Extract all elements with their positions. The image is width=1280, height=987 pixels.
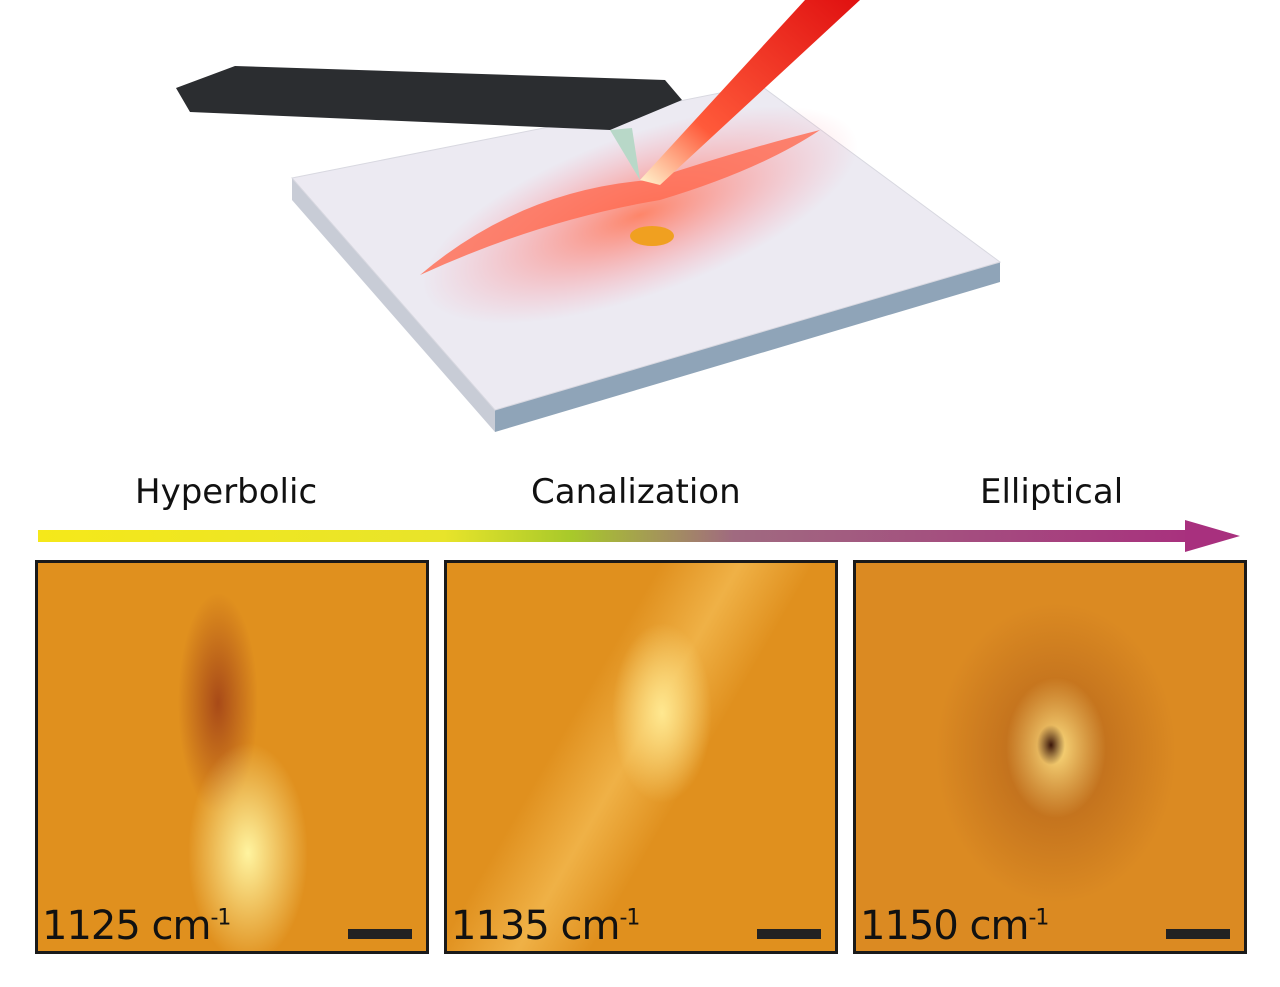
polariton-wave xyxy=(420,130,820,275)
frequency-label: 1135 cm-1 xyxy=(451,903,640,949)
near-field-image-1150: 1150 cm-1 xyxy=(853,560,1247,954)
frequency-arrow xyxy=(38,520,1240,552)
arrow-head xyxy=(1185,520,1240,552)
frequency-label: 1125 cm-1 xyxy=(42,903,231,949)
regime-label-hyperbolic: Hyperbolic xyxy=(135,472,318,512)
scale-bar xyxy=(757,929,821,939)
near-field-image-1125: 1125 cm-1 xyxy=(35,560,429,954)
substrate-side xyxy=(292,178,495,432)
cantilever xyxy=(176,66,682,130)
near-field-image-1135: 1135 cm-1 xyxy=(444,560,838,954)
scale-bar xyxy=(1166,929,1230,939)
regime-label-elliptical: Elliptical xyxy=(980,472,1124,512)
regime-label-canalization: Canalization xyxy=(531,472,741,512)
laser-beam xyxy=(640,0,860,185)
frequency-label: 1150 cm-1 xyxy=(860,903,1049,949)
afm-tip xyxy=(610,128,640,180)
arrow-shaft xyxy=(38,530,1198,542)
experiment-illustration xyxy=(176,0,1002,432)
substrate-front xyxy=(495,262,1000,432)
scale-bar xyxy=(348,929,412,939)
gold-disk xyxy=(630,226,674,246)
